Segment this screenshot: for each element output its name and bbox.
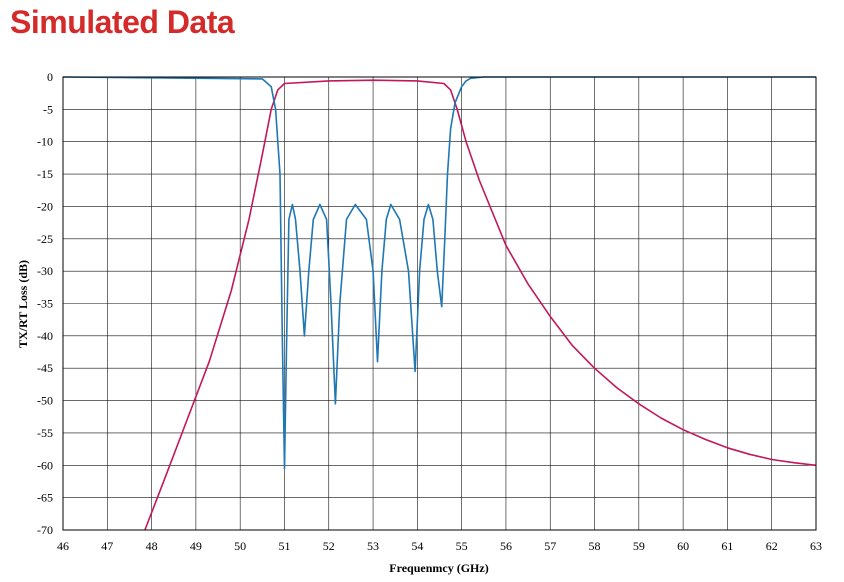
x-tick-label: 57	[544, 539, 556, 553]
y-tick-label: -50	[37, 394, 53, 408]
return-series-line	[62, 76, 816, 470]
series-group	[62, 76, 817, 531]
x-tick-label: 60	[677, 539, 689, 553]
chart-title: Simulated Data	[10, 4, 235, 40]
x-tick-label: 53	[367, 539, 379, 553]
x-tick-label: 59	[633, 539, 645, 553]
x-tick-label: 55	[456, 539, 468, 553]
y-tick-label: 0	[47, 70, 53, 84]
x-tick-labels: 46 47 48 49 50 51 52 53 54 55 56 57 58 59 60 61 62 63	[57, 539, 822, 553]
plot-frame	[62, 76, 817, 531]
y-tick-label: -70	[37, 523, 53, 537]
y-tick-label: -45	[37, 361, 53, 375]
x-tick-label: 56	[500, 539, 512, 553]
y-tick-labels: 0 -5 -10 -15 -20 -25 -30 -35 -40 -45 -50 -55 -60 -65 -…	[37, 70, 53, 537]
x-tick-label: 46	[57, 539, 69, 553]
transmission-series-line	[144, 79, 817, 531]
x-tick-label: 54	[411, 539, 423, 553]
x-tick-label: 58	[589, 539, 601, 553]
y-axis-label: TX/RT Loss (dB)	[16, 260, 30, 348]
y-tick-label: -25	[37, 232, 53, 246]
x-tick-label: 63	[810, 539, 822, 553]
x-tick-label: 48	[146, 539, 158, 553]
y-tick-label: -60	[37, 458, 53, 472]
x-tick-label: 47	[101, 539, 113, 553]
y-tick-label: -30	[37, 264, 53, 278]
y-tick-label: -40	[37, 329, 53, 343]
y-tick-label: -5	[43, 102, 53, 116]
y-tick-label: -65	[37, 491, 53, 505]
y-tick-label: -55	[37, 426, 53, 440]
y-tick-label: -35	[37, 297, 53, 311]
x-tick-label: 49	[190, 539, 202, 553]
x-tick-label: 51	[278, 539, 290, 553]
x-tick-label: 52	[323, 539, 335, 553]
x-tick-label: 62	[766, 539, 778, 553]
y-tick-label: -10	[37, 135, 53, 149]
y-tick-label: -15	[37, 167, 53, 181]
y-tick-label: -20	[37, 199, 53, 213]
x-tick-label: 61	[721, 539, 733, 553]
x-tick-label: 50	[234, 539, 246, 553]
x-axis-label: Frequenmcy (GHz)	[389, 561, 488, 575]
